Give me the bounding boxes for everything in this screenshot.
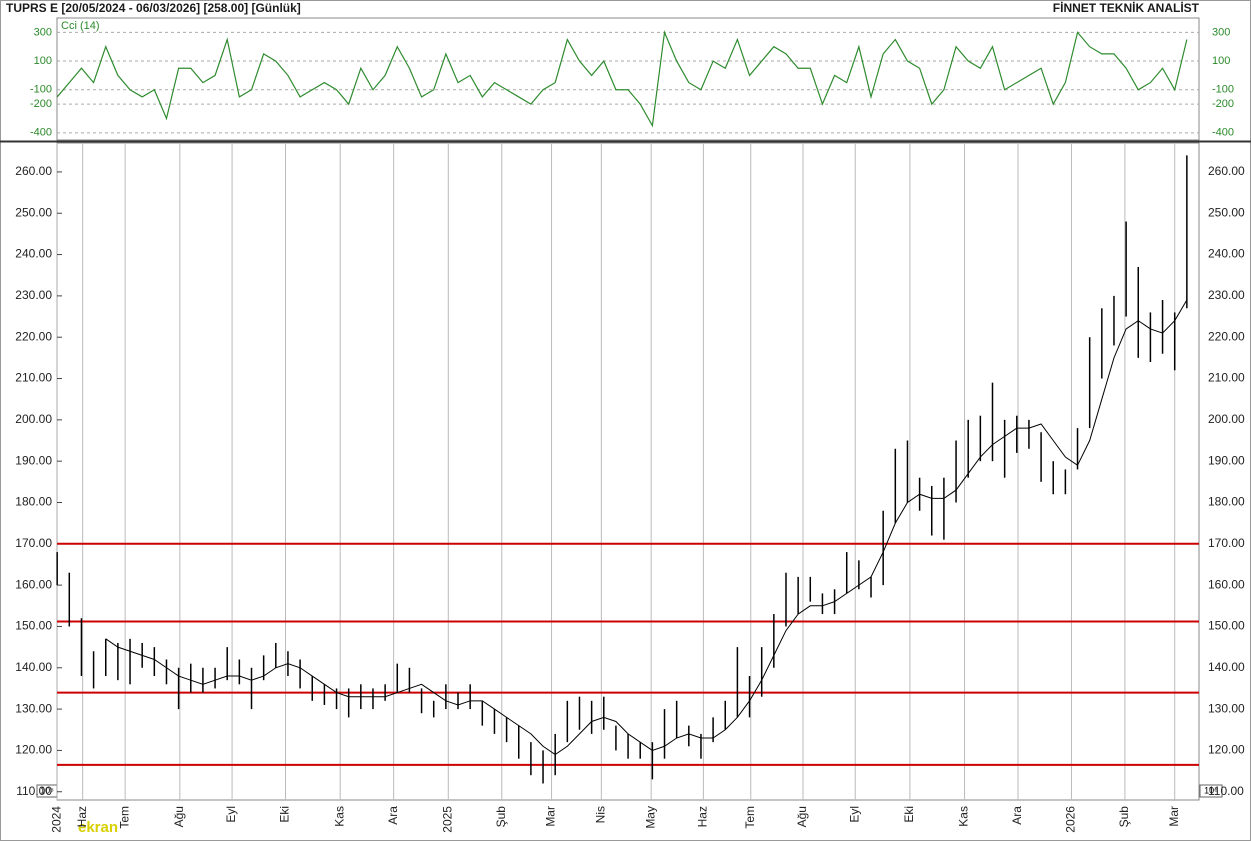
y-tick-label: 210.00 xyxy=(15,371,52,385)
y-tick-label: 210.00 xyxy=(1208,371,1245,385)
y-tick-label: 170.00 xyxy=(1208,536,1245,550)
y-tick-label: -200 xyxy=(1212,98,1234,110)
x-tick-label: Eyl xyxy=(224,806,238,823)
y-tick-label: 160.00 xyxy=(1208,577,1245,591)
x-tick-label: Haz xyxy=(696,806,710,827)
y-tick-label: 190.00 xyxy=(1208,453,1245,467)
y-tick-label: 120.00 xyxy=(15,743,52,757)
unit-box xyxy=(1199,784,1223,798)
x-tick-label: Mar xyxy=(544,806,558,827)
y-tick-label: 100 xyxy=(1212,55,1230,67)
indicator-name: Cci (14) xyxy=(61,20,100,32)
y-tick-label: 140.00 xyxy=(1208,660,1245,674)
y-tick-label: -100 xyxy=(30,84,52,96)
x-tick-label: 2025 xyxy=(440,806,454,833)
y-tick-label: 100 xyxy=(34,55,52,67)
logo: ekran xyxy=(78,819,118,836)
x-tick-label: Eyl xyxy=(847,806,861,823)
y-tick-label: 230.00 xyxy=(1208,288,1245,302)
y-tick-label: 240.00 xyxy=(1208,247,1245,261)
x-tick-label: Tem xyxy=(117,806,131,829)
x-tick-label: Eki xyxy=(278,806,292,823)
y-tick-label: 260.00 xyxy=(1208,164,1245,178)
x-tick-label: Ağu xyxy=(795,806,809,827)
y-tick-label: 230.00 xyxy=(15,288,52,302)
y-tick-label: -400 xyxy=(30,127,52,139)
y-tick-label: 140.00 xyxy=(15,660,52,674)
y-tick-label: 180.00 xyxy=(1208,495,1245,509)
x-tick-label: Kas xyxy=(332,806,346,827)
x-tick-label: 2024 xyxy=(49,806,63,833)
y-tick-label: 110.00 xyxy=(1208,784,1244,798)
y-tick-label: 250.00 xyxy=(15,205,52,219)
y-tick-label: -100 xyxy=(1212,84,1234,96)
y-tick-label: 220.00 xyxy=(15,329,52,343)
x-tick-label: Ara xyxy=(1010,806,1024,825)
header-source: FİNNET TEKNİK ANALİST xyxy=(1053,0,1200,15)
y-tick-label: 260.00 xyxy=(15,164,52,178)
y-tick-label: 180.00 xyxy=(15,495,52,509)
y-tick-label: 300 xyxy=(34,26,52,38)
y-tick-label: 130.00 xyxy=(15,701,52,715)
y-tick-label: 110.00 xyxy=(16,784,52,798)
y-tick-label: 250.00 xyxy=(1208,205,1245,219)
y-tick-label: -400 xyxy=(1212,127,1234,139)
unit-label: 10⁶ xyxy=(40,785,54,795)
x-tick-label: Ara xyxy=(386,806,400,825)
y-tick-label: 150.00 xyxy=(15,619,52,633)
x-tick-label: Eki xyxy=(902,806,916,823)
y-tick-label: 170.00 xyxy=(15,536,52,550)
x-tick-label: Kas xyxy=(957,806,971,827)
x-tick-label: Ağu xyxy=(172,806,186,827)
x-tick-label: May xyxy=(643,806,657,829)
x-tick-label: Mar xyxy=(1167,806,1181,827)
x-tick-label: Haz xyxy=(75,806,89,827)
y-tick-label: 190.00 xyxy=(15,453,52,467)
x-tick-label: Şub xyxy=(1117,806,1131,828)
y-tick-label: 200.00 xyxy=(15,412,52,426)
y-tick-label: 200.00 xyxy=(1208,412,1245,426)
cci-panel xyxy=(56,17,1200,141)
x-tick-label: 2026 xyxy=(1064,806,1078,833)
y-tick-label: 120.00 xyxy=(1208,743,1245,757)
y-tick-label: 160.00 xyxy=(15,577,52,591)
y-tick-label: 220.00 xyxy=(1208,329,1245,343)
x-tick-label: Şub xyxy=(494,806,508,828)
y-tick-label: 130.00 xyxy=(1208,701,1245,715)
unit-label: 10⁶ xyxy=(1204,785,1218,795)
cci-line xyxy=(56,30,1188,128)
x-tick-label: Nis xyxy=(594,806,608,823)
y-tick-label: 150.00 xyxy=(1208,619,1245,633)
y-tick-label: 240.00 xyxy=(15,247,52,261)
x-tick-label: Tem xyxy=(743,806,757,829)
moving-average xyxy=(105,299,1188,756)
y-tick-label: -200 xyxy=(30,98,52,110)
header-title: TUPRS E [20/05/2024 - 06/03/2026] [258.0… xyxy=(6,1,301,15)
y-tick-label: 300 xyxy=(1212,26,1230,38)
